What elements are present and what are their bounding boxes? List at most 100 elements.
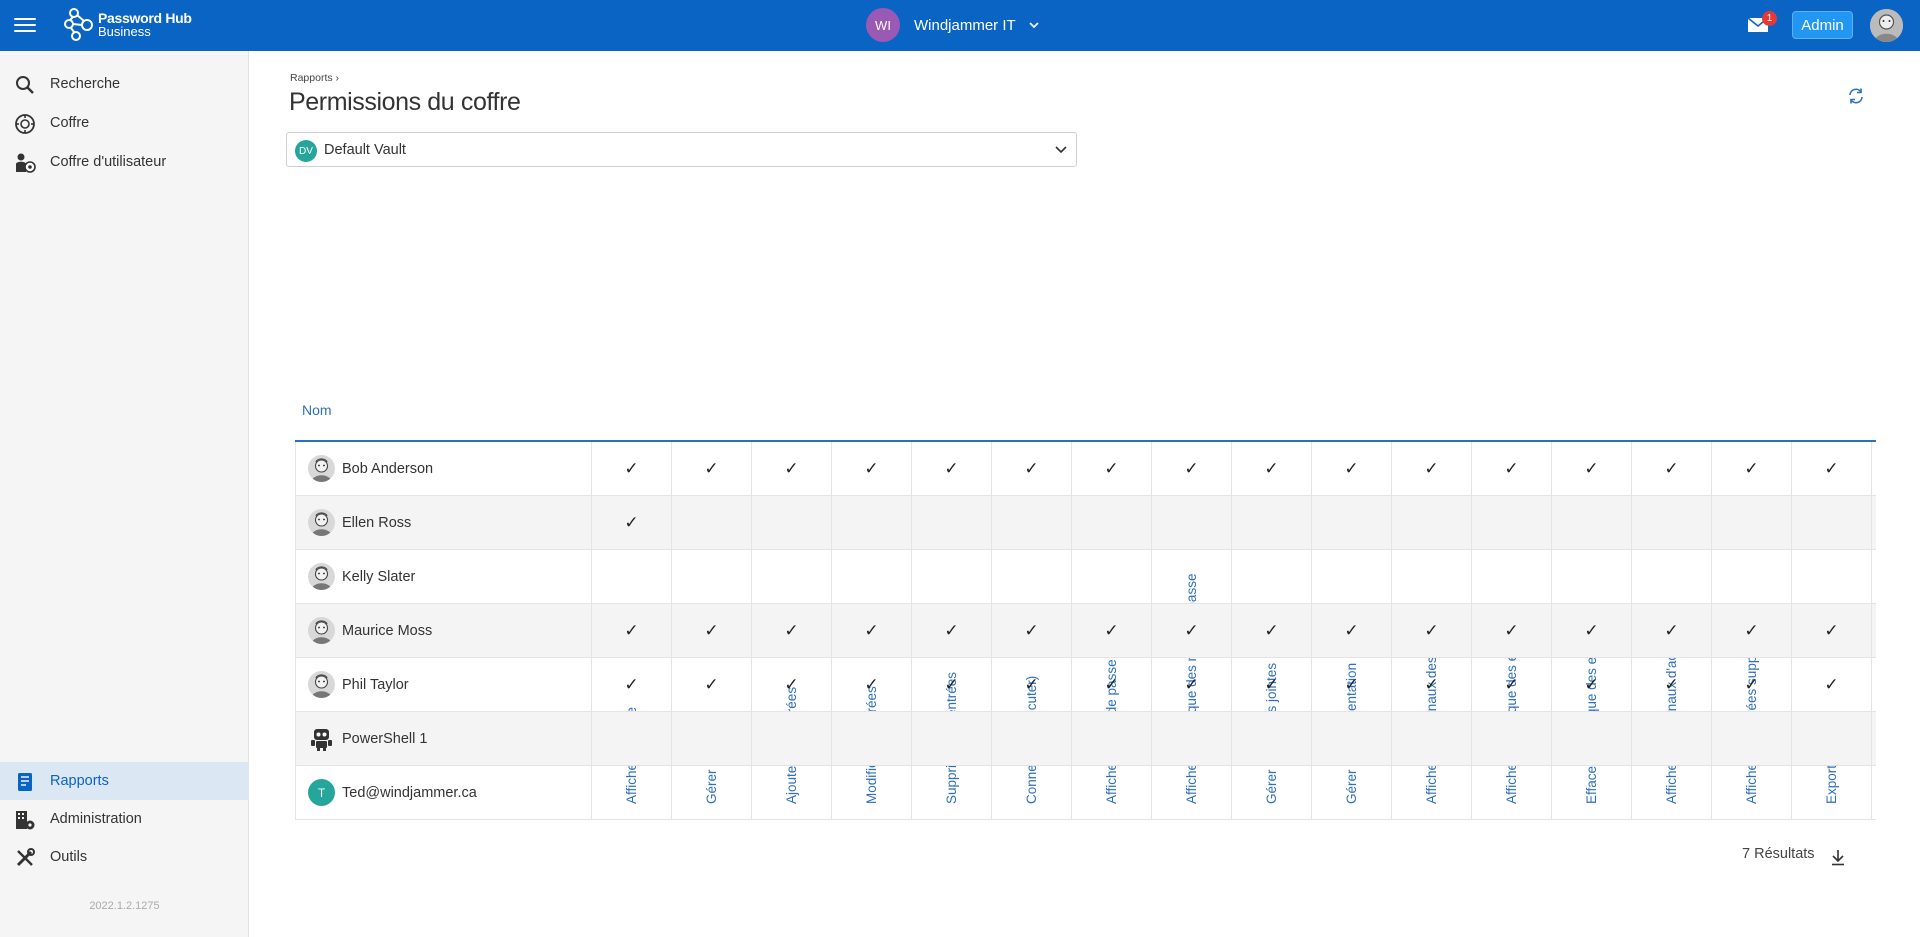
checkmark-icon: ✓ [1664,621,1679,640]
table-row[interactable]: T Ted@windjammer.ca [295,766,1876,820]
sidebar-item-reports[interactable]: Rapports [0,762,249,800]
vault-select[interactable]: DV Default Vault [286,132,1077,167]
checkmark-icon: ✓ [1504,459,1519,478]
permission-cell [992,766,1072,820]
user-name: Phil Taylor [342,677,409,693]
sidebar-item-label: Coffre d'utilisateur [50,154,167,170]
sidebar-item-vault[interactable]: Coffre [0,104,249,142]
permission-cell [1632,550,1712,604]
table-row[interactable]: Kelly Slater [295,550,1876,604]
permission-cell [1392,550,1472,604]
sidebar: Recherche Coffre Coffre d'utilisateur Ra… [0,51,249,937]
sidebar-item-search[interactable]: Recherche [0,65,249,103]
permission-cell [1792,550,1872,604]
permission-cell: ✓ [912,442,992,496]
checkmark-icon: ✓ [1584,675,1599,694]
permission-cell [1152,712,1232,766]
permission-cell [1072,766,1152,820]
permission-cell: ✓ [1472,658,1552,712]
breadcrumb-reports[interactable]: Rapports [290,72,333,84]
permission-cell [752,766,832,820]
permission-cell [1232,712,1312,766]
sidebar-item-administration[interactable]: Administration [0,800,249,838]
checkmark-icon: ✓ [1744,621,1759,640]
permission-cell [672,766,752,820]
checkmark-icon: ✓ [784,675,799,694]
checkmark-icon: ✓ [1584,459,1599,478]
permission-cell [1552,496,1632,550]
refresh-icon[interactable] [1847,87,1865,105]
table-row[interactable]: Bob Anderson ✓ ✓ ✓ ✓ ✓ ✓ ✓ ✓ ✓ ✓ ✓ ✓ ✓ ✓ ✓ ✓ [295,442,1876,496]
checkmark-icon: ✓ [864,621,879,640]
chevron-down-icon [1029,22,1039,29]
checkmark-icon: ✓ [1024,459,1039,478]
download-icon[interactable] [1830,848,1846,866]
org-switcher[interactable]: WI Windjammer IT [866,8,1040,42]
permission-cell [1072,712,1152,766]
permission-cell: ✓ [1072,604,1152,658]
permission-cell [1232,766,1312,820]
cell-name: Kelly Slater [295,550,592,604]
breadcrumb[interactable]: Rapports › [290,72,340,84]
checkmark-icon: ✓ [1264,675,1279,694]
permission-cell [752,712,832,766]
checkmark-icon: ✓ [1824,459,1839,478]
checkmark-icon: ✓ [1184,459,1199,478]
permission-cell: ✓ [592,496,672,550]
permission-cell: ✓ [1552,442,1632,496]
permission-cell: ✓ [1392,604,1472,658]
tools-icon [16,848,35,867]
column-header-name[interactable]: Nom [302,402,332,418]
user-vault-icon [16,153,36,173]
avatar: T [308,779,335,806]
permission-cell: ✓ [1552,658,1632,712]
permission-cell [1632,496,1712,550]
permission-cell: ✓ [1792,442,1872,496]
cell-name: T Ted@windjammer.ca [295,766,592,820]
permission-cell [1392,496,1472,550]
app-logo[interactable]: Password Hub Business [62,7,192,43]
checkmark-icon: ✓ [944,675,959,694]
permission-cell: ✓ [832,658,912,712]
permission-cell [1152,550,1232,604]
sidebar-item-label: Outils [50,849,88,865]
permission-cell [1632,766,1712,820]
checkmark-icon: ✓ [1744,675,1759,694]
sidebar-item-label: Rapports [50,773,109,789]
permission-cell: ✓ [832,442,912,496]
checkmark-icon: ✓ [1024,675,1039,694]
table-row[interactable]: PowerShell 1 [295,712,1876,766]
user-avatar[interactable] [1870,9,1903,42]
table-row[interactable]: Ellen Ross ✓ [295,496,1876,550]
vault-name: Default Vault [324,142,406,158]
avatar [308,509,335,536]
permission-cell: ✓ [592,658,672,712]
checkmark-icon: ✓ [1024,621,1039,640]
permission-cell [1792,712,1872,766]
permission-cell: ✓ [1712,442,1792,496]
permissions-table: Nom Afficher le coffreGérer le coffreAjo… [295,170,1876,823]
header-divider [295,440,1876,442]
permission-cell: ✓ [1152,604,1232,658]
permission-cell: ✓ [1392,442,1472,496]
permission-cell [1072,550,1152,604]
checkmark-icon: ✓ [704,675,719,694]
checkmark-icon: ✓ [944,459,959,478]
table-row[interactable]: Phil Taylor ✓ ✓ ✓ ✓ ✓ ✓ ✓ ✓ ✓ ✓ ✓ ✓ ✓ ✓ ✓ ✓ [295,658,1876,712]
sidebar-item-tools[interactable]: Outils [0,838,249,876]
checkmark-icon: ✓ [1344,621,1359,640]
user-name: Bob Anderson [342,461,434,477]
permission-cell: ✓ [1152,442,1232,496]
permission-cell [672,496,752,550]
menu-icon[interactable] [14,15,36,35]
sidebar-item-user-vault[interactable]: Coffre d'utilisateur [0,143,249,181]
permission-cell [1312,550,1392,604]
results-count: 7 Résultats [1742,846,1815,862]
permission-cell: ✓ [912,658,992,712]
admin-button[interactable]: Admin [1792,11,1853,39]
permission-cell: ✓ [1232,604,1312,658]
checkmark-icon: ✓ [1264,621,1279,640]
permission-cell: ✓ [1472,604,1552,658]
permission-cell [592,550,672,604]
table-row[interactable]: Maurice Moss ✓ ✓ ✓ ✓ ✓ ✓ ✓ ✓ ✓ ✓ ✓ ✓ ✓ ✓ ✓ ✓ [295,604,1876,658]
